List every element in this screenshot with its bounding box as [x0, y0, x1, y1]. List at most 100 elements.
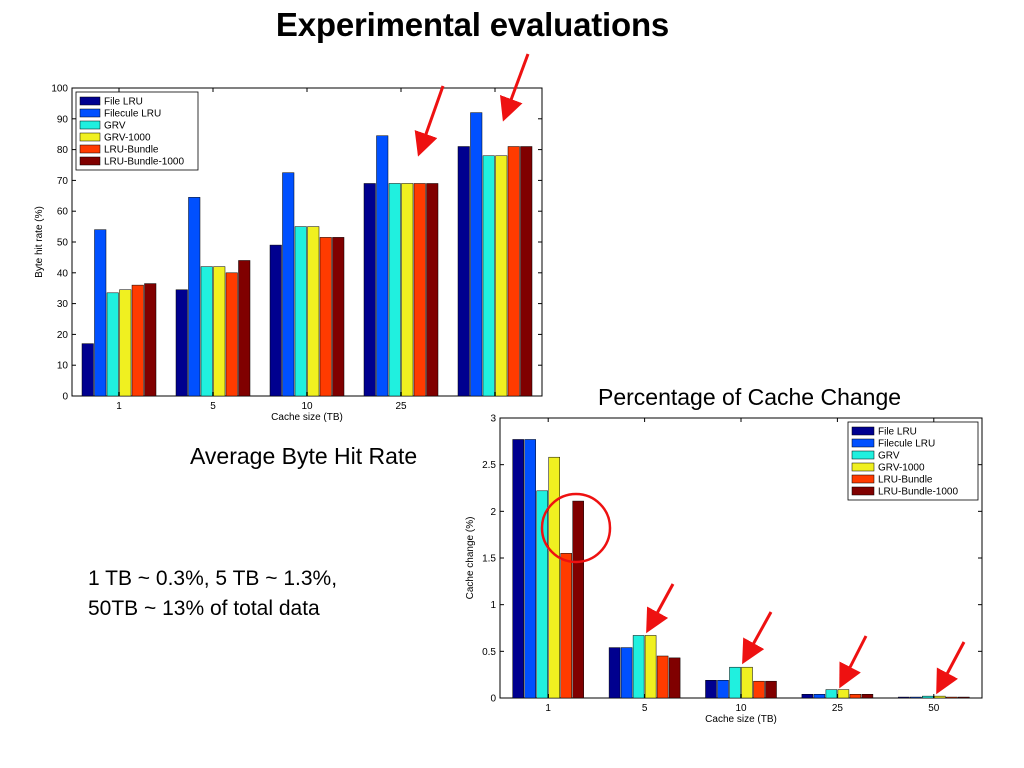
byte-hit-rate-bar-grv-1: [106, 292, 119, 397]
cache-change-legend-label-lru-bundle: LRU-Bundle: [878, 475, 933, 486]
cache-change-x-tick-label: 5: [642, 703, 648, 714]
byte-hit-rate-bar-filecule-lru-5: [188, 197, 201, 397]
cache-change-x-tick-label: 25: [832, 703, 844, 714]
cache-change-bar-grv-1: [536, 490, 548, 699]
byte-hit-rate-bar-file-lru-5: [175, 289, 188, 397]
byte-hit-rate-legend-label-filecule-lru: Filecule LRU: [104, 109, 161, 120]
cache-change-y-tick-label: 0.5: [482, 647, 496, 658]
byte-hit-rate-y-tick-label: 40: [57, 268, 69, 279]
data-size-note: 1 TB ~ 0.3%, 5 TB ~ 1.3%, 50TB ~ 13% of …: [88, 564, 337, 624]
byte-hit-rate-chart: 0 10 20 30 40 50 60 70 80 90 100 1 5 10 25 Cache size (…: [34, 84, 543, 423]
byte-hit-rate-y-tick-label: 20: [57, 330, 69, 341]
cache-change-legend-label-filecule-lru: Filecule LRU: [878, 439, 935, 450]
byte-hit-rate-legend-swatch-file-lru: [79, 96, 101, 106]
cache-change-legend-label-grv-1000: GRV-1000: [878, 463, 925, 474]
cache-change-chart: 0 0.5 1 1.5 2 2.5 3 1 5 10 25 50 Cache size (TB) Cach…: [465, 414, 983, 725]
cache-change-bar-lru-bundle-1: [560, 553, 572, 699]
byte-hit-rate-bar-grv-10: [294, 226, 307, 397]
cache-change-bar-filecule-lru-5: [620, 647, 633, 699]
byte-hit-rate-x-axis-label: Cache size (TB): [271, 412, 343, 423]
note-line-2: 50TB ~ 13% of total data: [88, 597, 320, 620]
byte-hit-rate-bar-lru-bundle-1000-1: [144, 283, 157, 397]
cache-change-bar-grv-10: [729, 666, 741, 699]
cache-change-bar-grv-1000-5: [644, 635, 657, 699]
cache-change-legend-swatch-lru-bundle: [851, 474, 875, 484]
cache-change-bar-grv-1000-50: [934, 695, 946, 699]
byte-hit-rate-x-tick-label: 1: [116, 401, 122, 412]
byte-hit-rate-bar-filecule-lru-25: [376, 135, 389, 397]
byte-hit-rate-bar-file-lru-25: [363, 183, 376, 397]
byte-hit-rate-y-tick-label: 30: [57, 299, 69, 310]
byte-hit-rate-bar-grv-last: [482, 155, 495, 397]
byte-hit-rate-bar-lru-bundle-5: [225, 272, 238, 397]
cache-change-bar-lru-bundle-10: [753, 680, 765, 699]
byte-hit-rate-bar-filecule-lru-1: [94, 229, 107, 397]
byte-hit-rate-bar-grv-1000-last: [495, 155, 508, 397]
cache-change-y-tick-label: 1: [490, 600, 496, 611]
cache-change-bar-file-lru-5: [608, 647, 621, 699]
cache-change-legend-swatch-lru-bundle-1000: [851, 486, 875, 496]
cache-change-y-axis-label: Cache change (%): [465, 517, 476, 600]
cache-change-x-tick-label: 1: [545, 703, 551, 714]
byte-hit-rate-bar-lru-bundle-1000-10: [332, 237, 345, 397]
cache-change-bar-lru-bundle-5: [656, 655, 669, 699]
byte-hit-rate-y-tick-label: 0: [62, 392, 68, 403]
byte-hit-rate-x-tick-label: 25: [395, 401, 407, 412]
byte-hit-rate-y-tick-label: 10: [57, 361, 69, 372]
cache-change-y-tick-label: 2.5: [482, 460, 496, 471]
cache-change-bar-lru-bundle-1000-1: [572, 500, 584, 699]
byte-hit-rate-bar-lru-bundle-25: [413, 183, 426, 397]
byte-hit-rate-legend-swatch-grv-1000: [79, 132, 101, 142]
cache-change-legend-label-lru-bundle-1000: LRU-Bundle-1000: [878, 487, 958, 498]
cache-change-bar-grv-50: [922, 695, 934, 699]
byte-hit-rate-legend-swatch-lru-bundle-1000: [79, 156, 101, 166]
cache-change-legend-label-file-lru: File LRU: [878, 427, 917, 438]
cache-change-y-tick-label: 2: [490, 507, 496, 518]
cache-change-legend-swatch-file-lru: [851, 426, 875, 436]
cache-change-bar-grv-1000-25: [837, 689, 850, 699]
byte-hit-rate-x-tick-label: 5: [210, 401, 216, 412]
byte-hit-rate-bar-grv-1000-25: [401, 183, 414, 397]
cache-change-bar-file-lru-1: [512, 439, 524, 699]
byte-hit-rate-x-tick-label: 10: [301, 401, 313, 412]
cache-change-bar-grv-1000-10: [741, 666, 753, 699]
cache-change-bar-file-lru-50: [898, 696, 910, 699]
cache-change-bar-lru-bundle-1000-25: [861, 694, 874, 699]
byte-hit-rate-legend-label-grv: GRV: [104, 121, 126, 132]
byte-hit-rate-bar-file-lru-1: [81, 343, 94, 397]
byte-hit-rate-legend-swatch-lru-bundle: [79, 144, 101, 154]
byte-hit-rate-y-tick-label: 50: [57, 238, 69, 249]
byte-hit-rate-bar-filecule-lru-last: [470, 112, 483, 397]
byte-hit-rate-legend-label-file-lru: File LRU: [104, 97, 143, 108]
byte-hit-rate-bar-lru-bundle-1000-last: [520, 146, 533, 397]
byte-hit-rate-bar-grv-1000-5: [213, 266, 226, 397]
byte-hit-rate-y-tick-label: 80: [57, 145, 69, 156]
cache-change-bar-lru-bundle-1000-50: [958, 696, 970, 699]
cache-change-bar-lru-bundle-50: [946, 696, 958, 699]
cache-change-bar-lru-bundle-1000-10: [765, 680, 777, 699]
byte-hit-rate-legend-label-lru-bundle-1000: LRU-Bundle-1000: [104, 157, 184, 168]
caption-average-byte-hit-rate: Average Byte Hit Rate: [190, 443, 418, 469]
cache-change-x-tick-label: 10: [735, 703, 747, 714]
cache-change-bar-filecule-lru-10: [717, 680, 729, 699]
byte-hit-rate-y-tick-label: 90: [57, 114, 69, 125]
byte-hit-rate-y-tick-label: 70: [57, 176, 69, 187]
byte-hit-rate-y-axis-label: Byte hit rate (%): [34, 206, 45, 278]
byte-hit-rate-bar-file-lru-10: [269, 244, 282, 397]
byte-hit-rate-y-tick-label: 100: [51, 84, 68, 95]
caption-percentage-cache-change: Percentage of Cache Change: [598, 384, 902, 410]
cache-change-legend-label-grv: GRV: [878, 451, 900, 462]
note-line-1: 1 TB ~ 0.3%, 5 TB ~ 1.3%,: [88, 567, 338, 590]
byte-hit-rate-bar-lru-bundle-1: [131, 284, 144, 397]
byte-hit-rate-bar-lru-bundle-1000-25: [426, 183, 439, 397]
byte-hit-rate-bar-lru-bundle-1000-5: [238, 260, 251, 397]
cache-change-y-tick-label: 0: [490, 694, 496, 705]
cache-change-bar-lru-bundle-1000-5: [668, 657, 681, 699]
byte-hit-rate-bar-filecule-lru-10: [282, 172, 295, 397]
byte-hit-rate-bar-grv-25: [388, 183, 401, 397]
byte-hit-rate-bar-grv-1000-1: [119, 289, 132, 397]
cache-change-x-axis-label: Cache size (TB): [705, 714, 777, 725]
byte-hit-rate-bar-grv-1000-10: [307, 226, 320, 397]
cache-change-legend-swatch-grv-1000: [851, 462, 875, 472]
byte-hit-rate-legend-swatch-filecule-lru: [79, 108, 101, 118]
